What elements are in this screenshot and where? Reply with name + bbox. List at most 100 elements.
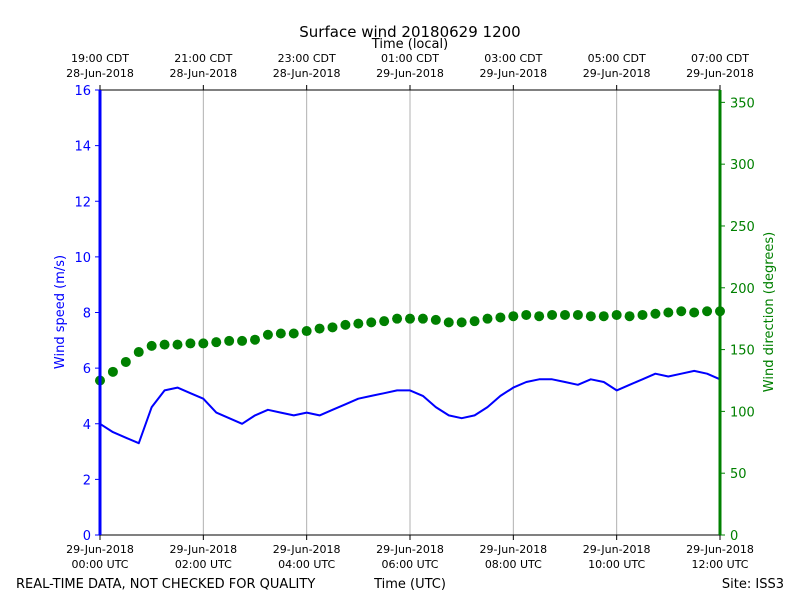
plot-data [95,306,725,445]
wind-direction-marker [379,316,390,327]
wind-direction-marker [120,356,131,367]
quality-disclaimer: REAL-TIME DATA, NOT CHECKED FOR QUALITY [16,577,315,592]
wind-direction-marker [237,335,248,346]
wind-direction-marker [211,337,222,348]
x-tick-date-top: 29-Jun-2018 [479,67,547,80]
wind-direction-marker [159,339,170,350]
wind-direction-marker [637,309,648,320]
wind-direction-marker [340,319,351,330]
wind-direction-marker [443,317,454,328]
y-tick-label-right: 0 [730,529,738,544]
tick-labels: 0 2 4 6 8 10 12 14 16 0 50 100 150 200 250 300 350 29-Jun… [66,52,755,571]
wind-direction-marker [185,338,196,349]
wind-direction-marker [482,313,493,324]
wind-direction-marker [405,313,415,324]
y-tick-label-left: 8 [83,307,91,322]
x-tick-time-bottom: 02:00 UTC [175,558,232,571]
x-tick-date-bottom: 29-Jun-2018 [169,543,237,556]
wind-direction-marker [689,307,700,318]
x-tick-date-bottom: 29-Jun-2018 [583,543,651,556]
wind-direction-marker [650,308,661,319]
x-tick-time-bottom: 10:00 UTC [588,558,645,571]
y-axis-label-right: Wind direction (degrees) [762,232,777,392]
top-axis-title: Time (local) [371,37,448,52]
x-tick-date-top: 29-Jun-2018 [686,67,754,80]
wind-direction-marker [663,307,674,318]
x-axis-label: Time (UTC) [373,577,446,592]
wind-direction-marker [327,322,338,333]
wind-direction-marker [624,311,635,322]
y-tick-label-left: 2 [83,473,91,488]
y-tick-label-left: 16 [74,84,91,99]
y-tick-label-left: 10 [74,251,91,266]
wind-direction-marker [224,335,235,346]
site-label: Site: ISS3 [722,577,784,592]
y-tick-label-right: 150 [730,344,755,359]
wind-direction-marker [456,317,467,328]
y-tick-label-left: 0 [83,529,91,544]
wind-direction-marker [172,339,183,350]
wind-direction-marker [560,309,570,320]
x-tick-time-top: 21:00 CDT [174,52,232,65]
y-tick-label-left: 4 [83,418,91,433]
wind-direction-marker [547,309,558,320]
x-tick-time-bottom: 08:00 UTC [485,558,542,571]
y-tick-label-left: 6 [83,362,91,377]
wind-direction-marker [585,311,596,322]
x-tick-date-top: 28-Jun-2018 [169,67,237,80]
y-tick-label-right: 50 [730,467,747,482]
wind-direction-marker [508,311,519,322]
wind-direction-marker [288,328,299,339]
wind-direction-marker [107,366,118,377]
x-tick-date-top: 29-Jun-2018 [583,67,651,80]
wind-direction-marker [198,338,209,349]
x-tick-date-bottom: 29-Jun-2018 [66,543,134,556]
wind-direction-marker [146,340,157,351]
chart-title: Surface wind 20180629 1200 [299,23,520,41]
wind-speed-line [99,369,721,445]
wind-direction-marker [275,328,286,339]
x-tick-time-bottom: 04:00 UTC [278,558,335,571]
x-tick-date-bottom: 29-Jun-2018 [376,543,444,556]
wind-direction-marker [366,317,377,328]
wind-direction-marker [521,309,532,320]
wind-direction-marker [534,311,545,322]
y-tick-label-left: 12 [74,195,91,210]
y-tick-label-right: 300 [730,158,755,173]
wind-direction-marker [572,309,583,320]
y-tick-label-left: 14 [74,140,91,155]
wind-direction-marker [262,329,273,340]
wind-direction-marker [611,309,622,320]
wind-direction-marker [469,316,480,327]
wind-direction-marker [495,312,506,323]
x-tick-date-bottom: 29-Jun-2018 [273,543,341,556]
wind-direction-marker [301,326,312,337]
wind-direction-marker [676,306,687,317]
x-tick-time-top: 05:00 CDT [588,52,646,65]
wind-direction-marker [417,313,428,324]
wind-direction-marker [430,314,441,325]
x-tick-time-top: 03:00 CDT [484,52,542,65]
wind-direction-marker [598,311,609,322]
y-tick-label-right: 350 [730,96,755,111]
x-tick-time-top: 01:00 CDT [381,52,439,65]
x-tick-date-bottom: 29-Jun-2018 [686,543,754,556]
wind-direction-marker [353,318,364,329]
x-tick-date-top: 28-Jun-2018 [66,67,134,80]
wind-direction-marker [133,347,144,358]
wind-direction-marker [392,313,403,324]
wind-direction-marker [250,334,260,345]
x-tick-time-bottom: 06:00 UTC [381,558,438,571]
y-axis-label-left: Wind speed (m/s) [53,255,68,369]
y-tick-label-right: 200 [730,282,755,297]
x-tick-time-bottom: 12:00 UTC [691,558,748,571]
wind-direction-marker [314,323,325,334]
x-tick-date-bottom: 29-Jun-2018 [479,543,547,556]
x-tick-time-top: 19:00 CDT [71,52,129,65]
x-tick-time-bottom: 00:00 UTC [71,558,128,571]
x-tick-time-top: 23:00 CDT [278,52,336,65]
x-tick-time-top: 07:00 CDT [691,52,749,65]
wind-direction-marker [702,306,713,317]
y-tick-label-right: 100 [730,405,755,420]
